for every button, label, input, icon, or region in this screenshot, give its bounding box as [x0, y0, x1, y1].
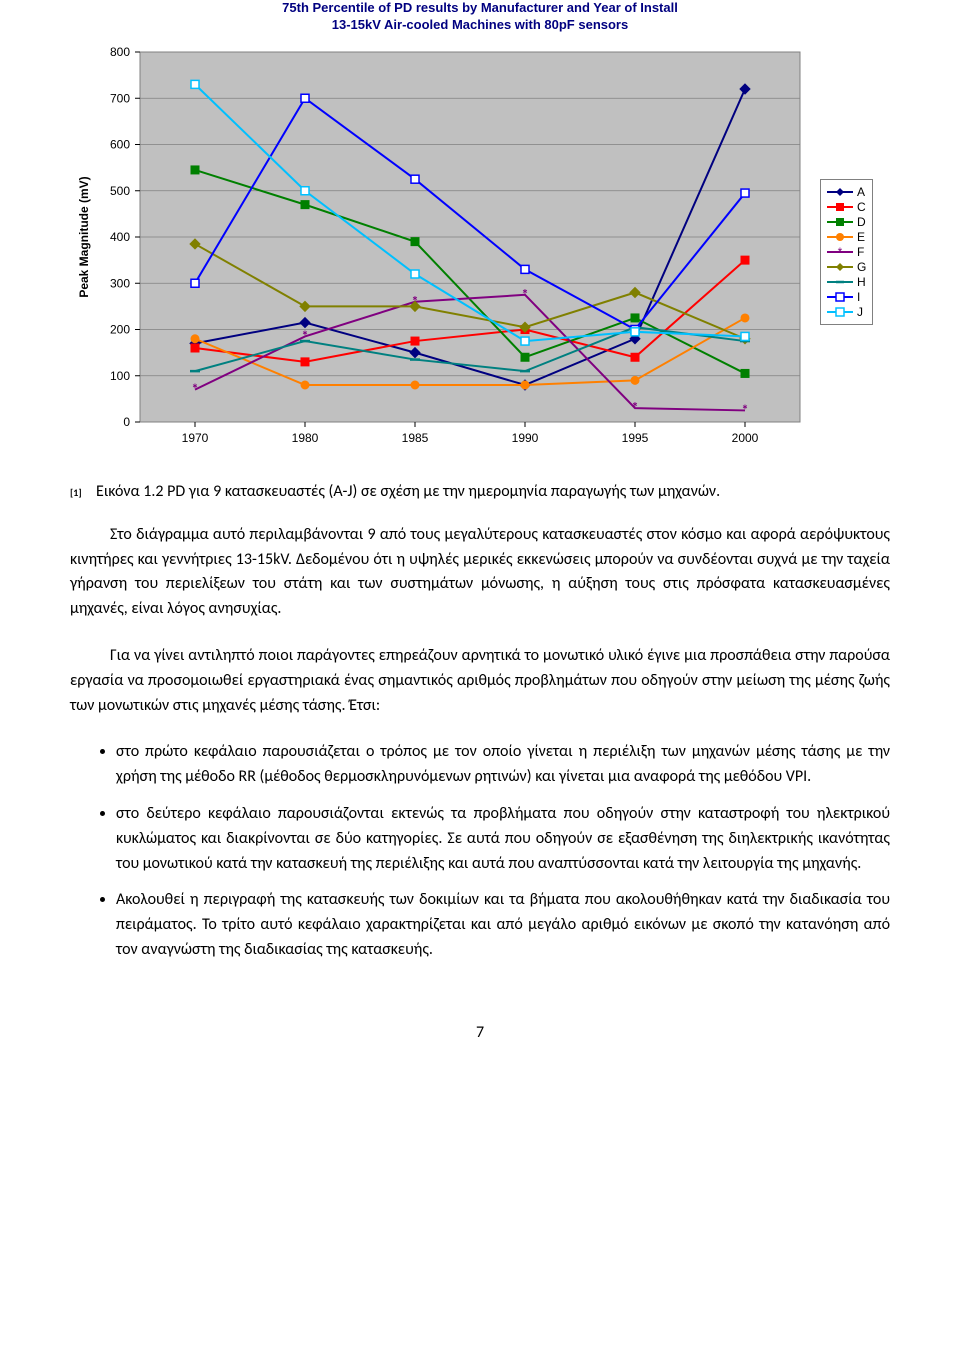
svg-text:1970: 1970: [182, 431, 209, 445]
svg-text:*: *: [632, 399, 639, 416]
svg-text:500: 500: [110, 184, 130, 198]
legend-label: E: [857, 230, 865, 244]
legend-item: D: [827, 215, 866, 229]
svg-text:Peak Magnitude (mV): Peak Magnitude (mV): [77, 176, 91, 297]
svg-text:800: 800: [110, 45, 130, 59]
svg-text:100: 100: [110, 369, 130, 383]
chart-container: 75th Percentile of PD results by Manufac…: [70, 0, 890, 462]
legend-swatch: *: [827, 245, 853, 259]
body-paragraph-1: Στο διάγραμμα αυτό περιλαμβάνονται 9 από…: [70, 523, 890, 622]
legend-item: I: [827, 290, 866, 304]
svg-text:1995: 1995: [622, 431, 649, 445]
legend-item: E: [827, 230, 866, 244]
legend-swatch: [827, 290, 853, 304]
chart-title-line2: 13-15kV Air-cooled Machines with 80pF se…: [332, 17, 628, 32]
legend-label: A: [857, 185, 865, 199]
legend-swatch: [827, 260, 853, 274]
legend-label: I: [857, 290, 860, 304]
legend-swatch: [827, 185, 853, 199]
legend-item: A: [827, 185, 866, 199]
svg-text:1985: 1985: [402, 431, 429, 445]
svg-text:*: *: [742, 401, 749, 418]
chart-legend: ACDE*FGHIJ: [820, 179, 873, 325]
bullet-list: στο πρώτο κεφάλαιο παρουσιάζεται ο τρόπο…: [70, 740, 890, 962]
chart-title-line1: 75th Percentile of PD results by Manufac…: [282, 0, 678, 15]
svg-text:*: *: [192, 380, 199, 397]
legend-label: D: [857, 215, 866, 229]
legend-label: C: [857, 200, 866, 214]
figure-caption: Εικόνα 1.2 PD για 9 κατασκευαστές (A-J) …: [96, 482, 890, 501]
svg-text:0: 0: [123, 415, 130, 429]
legend-label: J: [857, 305, 863, 319]
pd-line-chart: 0 100 200 300 400 500 600 700 800 1970 1980 1985 199…: [70, 42, 810, 462]
svg-text:300: 300: [110, 276, 130, 290]
svg-text:1990: 1990: [512, 431, 539, 445]
legend-swatch: [827, 215, 853, 229]
chart-title: 75th Percentile of PD results by Manufac…: [70, 0, 890, 34]
legend-swatch: [827, 230, 853, 244]
bullet-item: Ακολουθεί η περιγραφή της κατασκευής των…: [116, 888, 890, 962]
legend-swatch: [827, 275, 853, 289]
svg-text:200: 200: [110, 322, 130, 336]
svg-text:*: *: [838, 245, 843, 259]
legend-label: F: [857, 245, 864, 259]
bullet-item: στο πρώτο κεφάλαιο παρουσιάζεται ο τρόπο…: [116, 740, 890, 790]
legend-item: *F: [827, 245, 866, 259]
bullet-item: στο δεύτερο κεφάλαιο παρουσιάζονται εκτε…: [116, 802, 890, 876]
svg-text:600: 600: [110, 137, 130, 151]
legend-item: G: [827, 260, 866, 274]
legend-label: H: [857, 275, 866, 289]
svg-text:*: *: [522, 286, 529, 303]
legend-item: H: [827, 275, 866, 289]
legend-item: J: [827, 305, 866, 319]
svg-text:400: 400: [110, 230, 130, 244]
legend-swatch: [827, 305, 853, 319]
svg-text:2000: 2000: [732, 431, 759, 445]
svg-text:700: 700: [110, 91, 130, 105]
legend-label: G: [857, 260, 866, 274]
legend-item: C: [827, 200, 866, 214]
legend-swatch: [827, 200, 853, 214]
body-paragraph-2: Για να γίνει αντιληπτό ποιοι παράγοντες …: [70, 644, 890, 718]
page-number: 7: [70, 1023, 890, 1042]
citation-ref: [1]: [70, 482, 88, 501]
svg-text:1980: 1980: [292, 431, 319, 445]
